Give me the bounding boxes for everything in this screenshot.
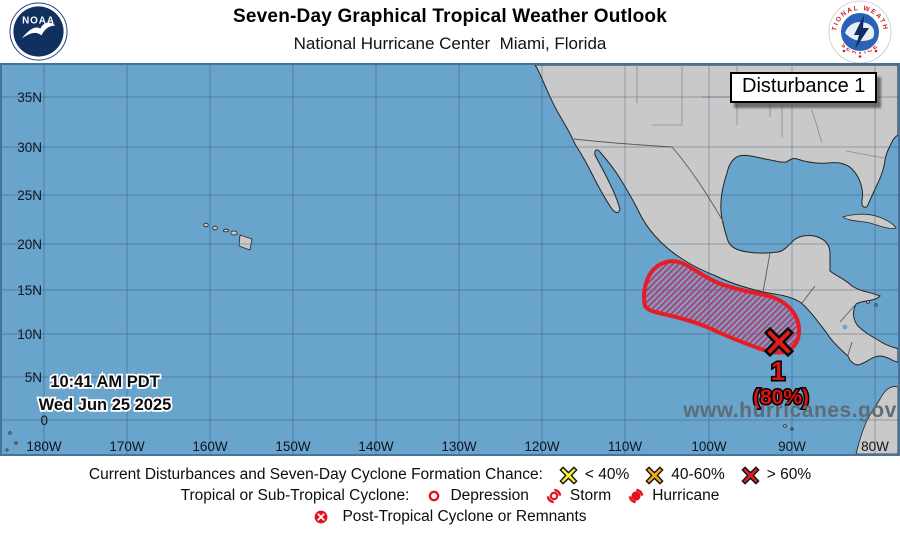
chance-item: < 40% (559, 465, 630, 485)
svg-text:NOAA: NOAA (22, 16, 55, 27)
cyclone-item: Storm (545, 487, 611, 505)
lon-label: 110W (608, 439, 643, 454)
legend-cyclone-title: Tropical or Sub-Tropical Cyclone: (180, 487, 410, 504)
x-marker-icon (559, 465, 578, 485)
lat-label: 10N (17, 327, 42, 342)
lon-label: 150W (275, 439, 311, 454)
disturbance-area-1[interactable] (642, 259, 802, 355)
legend-chance-line: Current Disturbances and Seven-Day Cyclo… (89, 465, 811, 485)
chance-item: 40-60% (645, 465, 725, 485)
issued-date: Wed Jun 25 2025 (39, 396, 172, 414)
lat-label: 25N (17, 188, 42, 203)
lon-label: 180W (26, 439, 62, 454)
x-marker-icon (645, 465, 664, 485)
disturbance-1-label-box[interactable]: Disturbance 1 (730, 72, 878, 103)
chance-item: > 60% (741, 465, 812, 485)
lon-label: 170W (109, 439, 145, 454)
cyclone-item: Hurricane (627, 487, 719, 505)
graticule-labels: 180W 170W 160W 150W 140W 130W 120W 110W 100W 90W 8… (17, 90, 889, 454)
post-tropical-icon (315, 510, 328, 524)
outlook-map: 180W 170W 160W 150W 140W 130W 120W 110W 100W 90W 8… (0, 63, 900, 456)
noaa-logo-icon: NOAA (9, 2, 68, 61)
cyclone-item-label: Hurricane (652, 487, 720, 504)
legend-post-tropical-label: Post-Tropical Cyclone or Remnants (342, 508, 587, 525)
page-subtitle: National Hurricane Center Miami, Florida (293, 34, 607, 53)
lon-label: 120W (524, 439, 560, 454)
lat-label: 20N (17, 237, 42, 252)
lat-label: 15N (17, 283, 42, 298)
lat-label: 35N (17, 90, 42, 105)
header: NOAA Seven-Day Graphical Tropical Weathe… (0, 0, 900, 64)
landmass-north-america (5, 65, 898, 454)
chance-item-label: < 40% (584, 466, 630, 483)
lat-label: 30N (17, 140, 42, 155)
issued-time: 10:41 AM PDT (50, 373, 159, 391)
lon-label: 140W (358, 439, 394, 454)
lon-label: 80W (861, 439, 889, 454)
disturbance-x-marker[interactable] (763, 326, 795, 358)
cyclone-item-label: Depression (450, 487, 529, 504)
nws-logo-icon: NATIONAL WEATHER SERVICE (828, 0, 892, 64)
map-canvas: 180W 170W 160W 150W 140W 130W 120W 110W 100W 90W 8… (2, 65, 898, 454)
depression-icon (429, 490, 440, 502)
legend: Current Disturbances and Seven-Day Cyclo… (0, 456, 900, 533)
cyclone-item: Depression (425, 487, 529, 505)
lat-label: 0 (40, 413, 48, 428)
lon-label: 100W (691, 439, 727, 454)
storm-icon (546, 488, 562, 504)
chance-item-label: > 60% (766, 466, 812, 483)
cyclone-item-label: Storm (569, 487, 612, 504)
legend-chance-title: Current Disturbances and Seven-Day Cyclo… (88, 466, 543, 483)
hurricane-icon (628, 488, 644, 504)
lon-label: 90W (778, 439, 806, 454)
legend-cyclone-line: Tropical or Sub-Tropical Cyclone: Depres… (181, 486, 720, 506)
x-marker-icon (741, 465, 760, 485)
lon-label: 160W (192, 439, 228, 454)
chance-item-label: 40-60% (671, 466, 725, 483)
graticule (2, 65, 898, 454)
legend-post-tropical-line: Post-Tropical Cyclone or Remnants (313, 507, 587, 527)
watermark: www.hurricanes.gov (682, 399, 897, 422)
page-title: Seven-Day Graphical Tropical Weather Out… (233, 6, 667, 27)
lat-label: 5N (25, 370, 42, 385)
disturbance-probability-label: (80%) (753, 386, 809, 409)
disturbance-number-label: 1 (771, 356, 785, 386)
lon-label: 130W (441, 439, 477, 454)
